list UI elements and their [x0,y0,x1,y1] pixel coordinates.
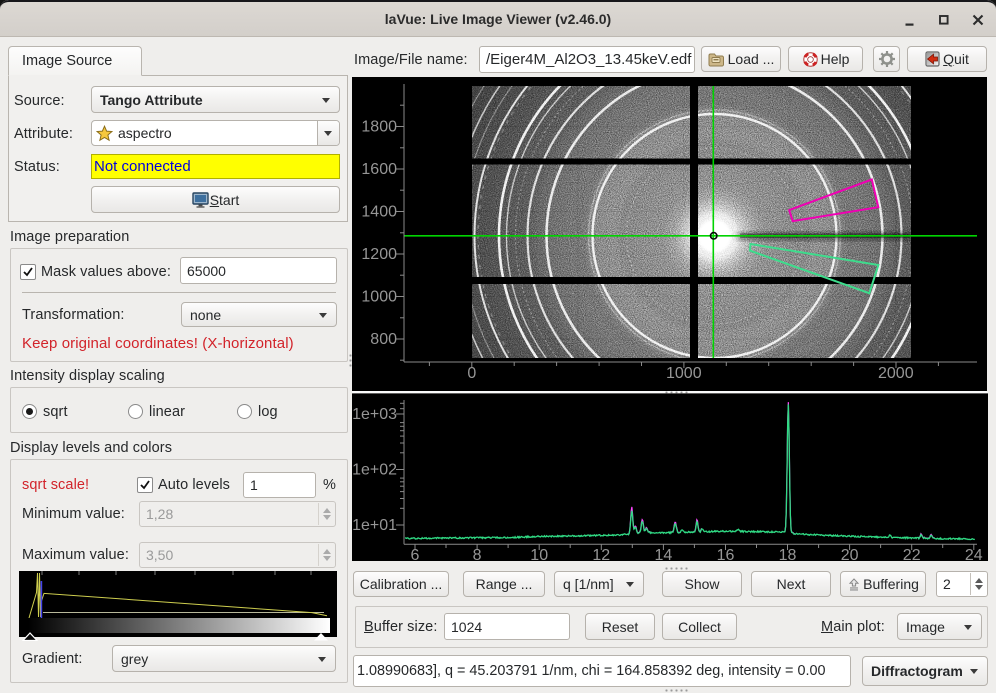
svg-text:1200: 1200 [361,246,397,263]
svg-text:1e+03: 1e+03 [352,406,397,423]
svg-text:1000: 1000 [666,365,702,382]
svg-text:1000: 1000 [361,289,397,306]
svg-text:800: 800 [370,331,397,348]
svg-text:2000: 2000 [878,365,914,382]
svg-text:1600: 1600 [361,161,397,178]
svg-text:10: 10 [530,547,548,564]
svg-text:8: 8 [473,547,482,564]
svg-text:1e+01: 1e+01 [352,517,397,534]
svg-text:24: 24 [965,547,983,564]
svg-text:20: 20 [841,547,859,564]
svg-text:14: 14 [655,547,673,564]
svg-text:12: 12 [592,547,610,564]
svg-text:6: 6 [411,547,420,564]
svg-text:1e+02: 1e+02 [352,462,397,479]
svg-text:18: 18 [779,547,797,564]
svg-text:16: 16 [717,547,735,564]
svg-text:1800: 1800 [361,119,397,136]
svg-text:22: 22 [903,547,921,564]
svg-text:0: 0 [467,365,476,382]
svg-text:1400: 1400 [361,204,397,221]
